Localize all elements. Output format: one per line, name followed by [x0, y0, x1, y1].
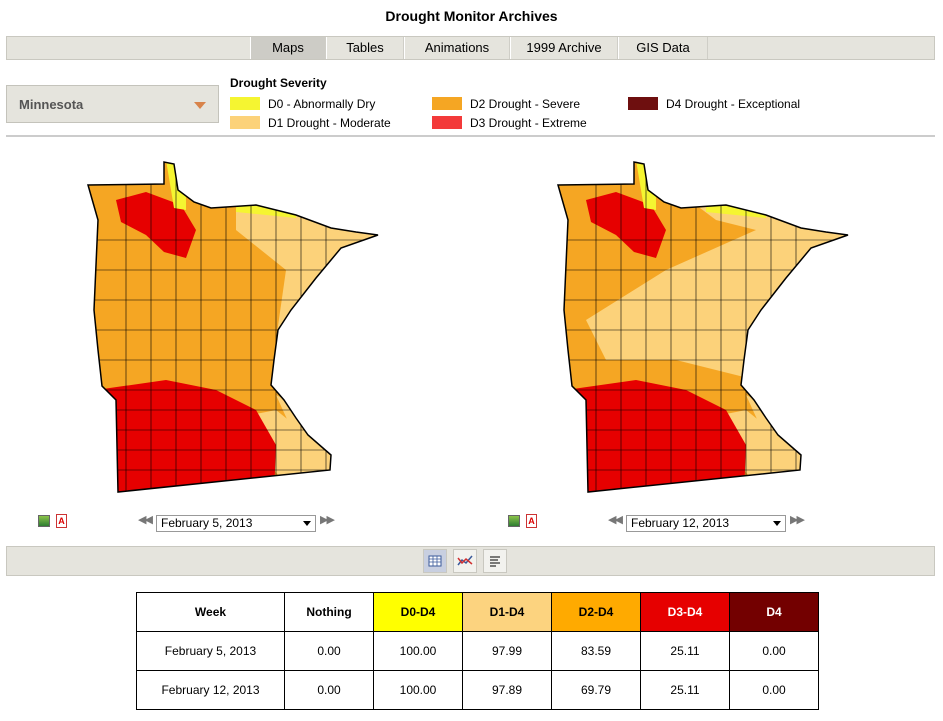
table-cell: 25.11 — [640, 670, 730, 710]
table-header-row: Week Nothing D0-D4 D1-D4 D2-D4 D3-D4 D4 — [136, 592, 819, 632]
legend-label: D4 Drought - Exceptional — [666, 97, 801, 111]
header-d4: D4 — [729, 592, 819, 632]
table-cell: 97.99 — [462, 631, 552, 671]
pdf-icon[interactable]: A — [56, 514, 67, 528]
drought-map-feb-12 — [557, 161, 849, 493]
tab-gis-data[interactable]: GIS Data — [618, 37, 708, 59]
table-cell: 83.59 — [551, 631, 641, 671]
table-cell: 25.11 — [640, 631, 730, 671]
table-cell: 100.00 — [373, 670, 463, 710]
tab-1999-archive[interactable]: 1999 Archive — [510, 37, 618, 59]
date-select-map2[interactable]: February 12, 2013 — [626, 515, 786, 532]
legend-title: Drought Severity — [230, 76, 327, 90]
table-view-button[interactable] — [423, 549, 447, 573]
view-toolbar — [6, 546, 935, 576]
date-select-map1[interactable]: February 5, 2013 — [156, 515, 316, 532]
table-cell: 97.89 — [462, 670, 552, 710]
header-d1-d4: D1-D4 — [462, 592, 552, 632]
table-cell: February 12, 2013 — [136, 670, 285, 710]
state-select-value: Minnesota — [19, 97, 84, 112]
chart-view-button[interactable] — [453, 549, 477, 573]
table-row: February 5, 2013 0.00 100.00 97.99 83.59… — [136, 631, 819, 671]
tab-maps[interactable]: Maps — [250, 37, 326, 59]
legend-swatch — [432, 97, 462, 110]
header-d3-d4: D3-D4 — [640, 592, 730, 632]
pdf-icon[interactable]: A — [526, 514, 537, 528]
legend-label: D1 Drought - Moderate — [268, 116, 391, 130]
header-d0-d4: D0-D4 — [373, 592, 463, 632]
table-cell: 0.00 — [729, 631, 819, 671]
previous-week-icon[interactable]: ◀◀ — [138, 514, 153, 526]
image-icon[interactable] — [508, 515, 520, 527]
header-nothing: Nothing — [284, 592, 374, 632]
table-cell: 0.00 — [284, 670, 374, 710]
legend-swatch — [230, 116, 260, 129]
legend-swatch — [230, 97, 260, 110]
drought-map-feb-5 — [87, 161, 379, 493]
table-icon — [428, 555, 442, 567]
next-week-icon[interactable]: ▶▶ — [790, 514, 805, 526]
legend-swatch — [628, 97, 658, 110]
table-cell: 0.00 — [284, 631, 374, 671]
dropdown-arrow-icon — [303, 521, 311, 526]
legend-label: D3 Drought - Extreme — [470, 116, 587, 130]
legend-label: D0 - Abnormally Dry — [268, 97, 376, 111]
table-row: February 12, 2013 0.00 100.00 97.89 69.7… — [136, 670, 819, 710]
page-title: Drought Monitor Archives — [385, 8, 558, 24]
chart-icon — [457, 555, 473, 566]
tab-tables[interactable]: Tables — [326, 37, 404, 59]
date-select-value: February 5, 2013 — [161, 516, 253, 530]
drought-stats-table: Week Nothing D0-D4 D1-D4 D2-D4 D3-D4 D4 … — [136, 592, 819, 710]
table-cell: 0.00 — [729, 670, 819, 710]
table-cell: 100.00 — [373, 631, 463, 671]
next-week-icon[interactable]: ▶▶ — [320, 514, 335, 526]
legend-label: D2 Drought - Severe — [470, 97, 581, 111]
header-d2-d4: D2-D4 — [551, 592, 641, 632]
header-week: Week — [136, 592, 285, 632]
dropdown-arrow-icon[interactable] — [194, 102, 206, 109]
table-cell: 69.79 — [551, 670, 641, 710]
tab-animations[interactable]: Animations — [404, 37, 510, 59]
legend-swatch — [432, 116, 462, 129]
separator — [6, 135, 935, 137]
dropdown-arrow-icon — [773, 521, 781, 526]
text-icon — [490, 556, 500, 567]
state-select[interactable]: Minnesota — [6, 85, 219, 123]
tab-list: Maps Tables Animations 1999 Archive GIS Data — [250, 37, 708, 59]
nav-bar: Maps Tables Animations 1999 Archive GIS Data — [6, 36, 935, 60]
image-icon[interactable] — [38, 515, 50, 527]
date-select-value: February 12, 2013 — [631, 516, 730, 530]
text-view-button[interactable] — [483, 549, 507, 573]
table-cell: February 5, 2013 — [136, 631, 285, 671]
previous-week-icon[interactable]: ◀◀ — [608, 514, 623, 526]
